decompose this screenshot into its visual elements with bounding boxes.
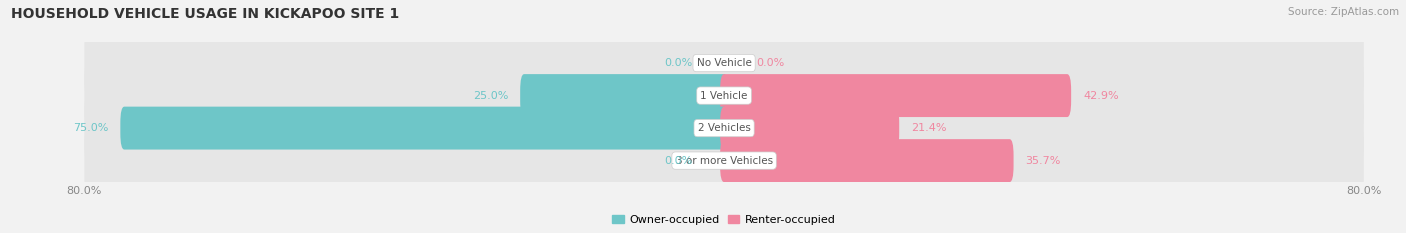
Legend: Owner-occupied, Renter-occupied: Owner-occupied, Renter-occupied bbox=[607, 210, 841, 229]
Text: 42.9%: 42.9% bbox=[1083, 91, 1119, 101]
FancyBboxPatch shape bbox=[720, 107, 900, 150]
FancyBboxPatch shape bbox=[121, 107, 728, 150]
Text: 35.7%: 35.7% bbox=[1025, 156, 1062, 166]
FancyBboxPatch shape bbox=[84, 95, 1364, 161]
FancyBboxPatch shape bbox=[84, 30, 1364, 96]
Text: 21.4%: 21.4% bbox=[911, 123, 946, 133]
Text: 75.0%: 75.0% bbox=[73, 123, 108, 133]
Text: 0.0%: 0.0% bbox=[664, 156, 692, 166]
Text: 1 Vehicle: 1 Vehicle bbox=[700, 91, 748, 101]
Text: HOUSEHOLD VEHICLE USAGE IN KICKAPOO SITE 1: HOUSEHOLD VEHICLE USAGE IN KICKAPOO SITE… bbox=[11, 7, 399, 21]
FancyBboxPatch shape bbox=[720, 139, 1014, 182]
Text: 25.0%: 25.0% bbox=[472, 91, 508, 101]
FancyBboxPatch shape bbox=[520, 74, 728, 117]
Text: Source: ZipAtlas.com: Source: ZipAtlas.com bbox=[1288, 7, 1399, 17]
Text: 0.0%: 0.0% bbox=[664, 58, 692, 68]
Text: 2 Vehicles: 2 Vehicles bbox=[697, 123, 751, 133]
FancyBboxPatch shape bbox=[720, 74, 1071, 117]
FancyBboxPatch shape bbox=[84, 127, 1364, 194]
FancyBboxPatch shape bbox=[84, 62, 1364, 129]
Text: No Vehicle: No Vehicle bbox=[696, 58, 752, 68]
Text: 0.0%: 0.0% bbox=[756, 58, 785, 68]
Text: 3 or more Vehicles: 3 or more Vehicles bbox=[675, 156, 773, 166]
